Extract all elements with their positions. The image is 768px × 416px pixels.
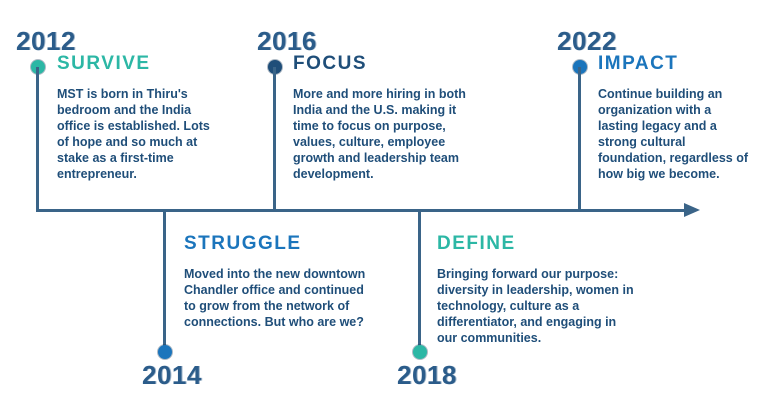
milestone-title: STRUGGLE [184,233,302,254]
milestone-content: SURVIVE MST is born in Thiru's bedroom a… [57,53,215,182]
connector-line [418,211,421,352]
timeline-arrowhead-icon [684,203,700,217]
connector-line [578,67,581,211]
milestone-title: IMPACT [598,53,679,74]
milestone-content: STRUGGLE Moved into the new downtown Cha… [184,233,372,330]
year-label: 2012 [16,26,76,56]
milestone-description: Continue building an organization with a… [598,87,749,181]
connector-line [163,211,166,352]
milestone-content: IMPACT Continue building an organization… [598,53,752,182]
milestone-content: DEFINE Bringing forward our purpose: div… [437,233,639,346]
milestone-description: Bringing forward our purpose: diversity … [437,267,634,345]
connector-line [273,67,276,211]
year-label: 2022 [557,26,617,56]
milestone-dot [158,345,172,359]
milestone-dot [413,345,427,359]
year-label: 2018 [397,360,457,390]
milestone-description: Moved into the new downtown Chandler off… [184,267,366,329]
year-label: 2016 [257,26,317,56]
milestone-description: More and more hiring in both India and t… [293,87,466,181]
year-label: 2014 [142,360,202,390]
milestone-content: FOCUS More and more hiring in both India… [293,53,469,182]
milestone-title: DEFINE [437,233,516,254]
connector-line [36,67,39,211]
milestone-description: MST is born in Thiru's bedroom and the I… [57,87,210,181]
timeline-axis [36,209,686,212]
milestone-title: SURVIVE [57,53,151,74]
milestone-title: FOCUS [293,53,367,74]
